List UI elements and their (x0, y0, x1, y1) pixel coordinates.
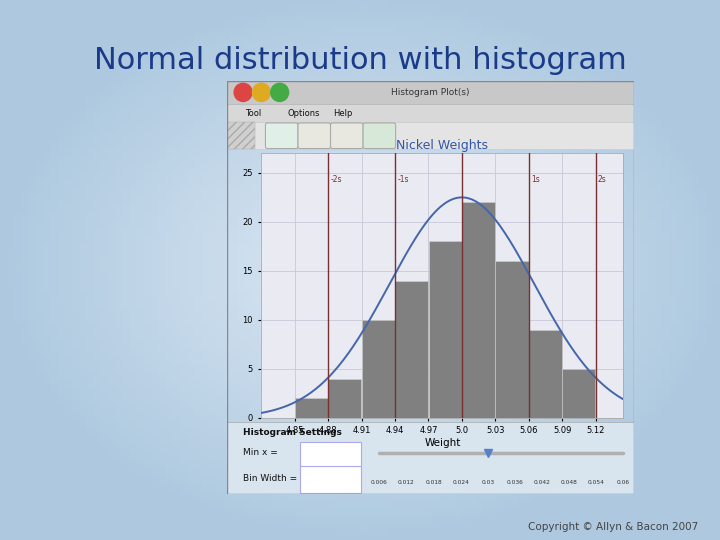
FancyBboxPatch shape (300, 466, 361, 493)
Bar (395, 281, 428, 417)
FancyBboxPatch shape (300, 442, 361, 469)
Bar (495, 261, 528, 417)
X-axis label: Weight: Weight (424, 438, 461, 448)
Text: 0.06: 0.06 (617, 480, 630, 485)
Bar (428, 241, 462, 417)
Text: Histogram Settings: Histogram Settings (243, 428, 342, 437)
Text: Copyright © Allyn & Bacon 2007: Copyright © Allyn & Bacon 2007 (528, 522, 698, 532)
Text: 0.042: 0.042 (534, 480, 551, 485)
Text: Bin Width =: Bin Width = (243, 474, 297, 483)
Text: 0.03: 0.03 (481, 480, 495, 485)
Text: Min x =: Min x = (243, 448, 278, 457)
Text: 0.018: 0.018 (426, 480, 442, 485)
Circle shape (271, 83, 289, 102)
Text: 2s: 2s (598, 175, 606, 184)
Bar (462, 202, 495, 417)
Text: 1s: 1s (531, 175, 540, 184)
Text: 0.012: 0.012 (398, 480, 415, 485)
Text: 0.048: 0.048 (561, 480, 577, 485)
Bar (328, 379, 361, 417)
Text: Tool: Tool (245, 109, 261, 118)
Circle shape (234, 83, 252, 102)
Bar (362, 320, 395, 417)
Bar (227, 123, 634, 149)
Text: Histogram Plot(s): Histogram Plot(s) (391, 88, 469, 97)
Bar (295, 398, 328, 417)
Text: 0.024: 0.024 (452, 480, 469, 485)
Bar (227, 81, 634, 104)
FancyBboxPatch shape (266, 123, 298, 148)
Text: -2s: -2s (330, 175, 342, 184)
Text: Help: Help (333, 109, 352, 118)
Text: 4.85: 4.85 (320, 451, 341, 460)
Text: Options: Options (288, 109, 320, 118)
Text: 0.03: 0.03 (320, 475, 341, 484)
Bar (227, 422, 634, 494)
Text: 0.036: 0.036 (507, 480, 523, 485)
Text: Normal distribution with histogram: Normal distribution with histogram (94, 46, 626, 75)
Bar (227, 104, 634, 123)
Text: -1s: -1s (397, 175, 409, 184)
FancyBboxPatch shape (330, 123, 363, 148)
Title: Nickel Weights: Nickel Weights (397, 139, 488, 152)
Bar (529, 329, 562, 417)
FancyBboxPatch shape (298, 123, 330, 148)
Bar (227, 123, 256, 149)
FancyBboxPatch shape (363, 123, 395, 148)
Text: 0.054: 0.054 (588, 480, 605, 485)
Bar (562, 369, 595, 417)
Circle shape (253, 83, 270, 102)
Text: 0.006: 0.006 (371, 480, 388, 485)
